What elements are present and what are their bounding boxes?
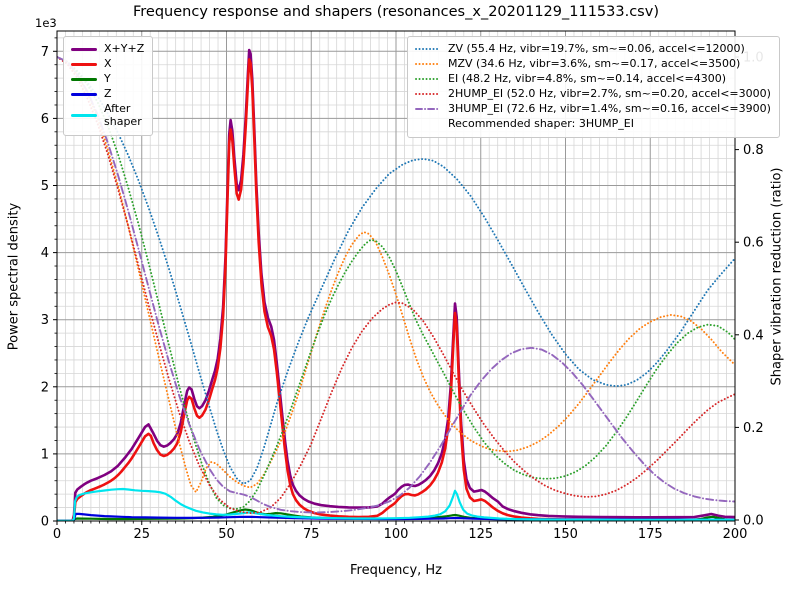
- y-axis-left-label: Power spectral density: [6, 202, 22, 351]
- svg-text:2: 2: [41, 380, 49, 395]
- legend-line-swatch: [415, 105, 441, 113]
- svg-text:5: 5: [41, 179, 49, 194]
- legend-item-psd-2: Y: [71, 71, 144, 86]
- svg-text:3: 3: [41, 313, 49, 328]
- y-axis-scale-multiplier: 1e3: [35, 16, 57, 30]
- legend-line-swatch: [415, 75, 441, 83]
- x-axis-label: Frequency, Hz: [349, 563, 443, 578]
- legend-label: 3HUMP_EI (72.6 Hz, vibr=1.4%, sm~=0.16, …: [448, 101, 771, 115]
- legend-line-swatch: [71, 47, 97, 51]
- legend-line-swatch: [71, 62, 97, 66]
- legend-line-swatch: [415, 60, 441, 68]
- legend-label: X+Y+Z: [104, 42, 145, 55]
- legend-label: ZV (55.4 Hz, vibr=19.7%, sm~=0.06, accel…: [448, 42, 745, 55]
- svg-text:0.0: 0.0: [743, 514, 764, 529]
- legend-label: After shaper: [104, 101, 142, 128]
- recommended-shaper-note: Recommended shaper: 3HUMP_EI: [415, 116, 771, 131]
- legend-line-swatch: [71, 77, 97, 81]
- legend-label: MZV (34.6 Hz, vibr=3.6%, sm~=0.17, accel…: [448, 56, 741, 70]
- svg-text:0: 0: [53, 527, 61, 542]
- legend-item-shaper-0: ZV (55.4 Hz, vibr=19.7%, sm~=0.06, accel…: [415, 42, 771, 56]
- legend-item-shaper-1: MZV (34.6 Hz, vibr=3.6%, sm~=0.17, accel…: [415, 56, 771, 71]
- svg-text:150: 150: [553, 527, 578, 542]
- legend-item-shaper-3: 2HUMP_EI (52.0 Hz, vibr=2.7%, sm~=0.20, …: [415, 86, 771, 101]
- shaper-legend: ZV (55.4 Hz, vibr=19.7%, sm~=0.06, accel…: [407, 36, 780, 138]
- legend-item-psd-4: After shaper: [71, 101, 144, 129]
- legend-item-psd-0: X+Y+Z: [71, 42, 145, 56]
- legend-line-swatch: [71, 92, 97, 96]
- legend-line-swatch: [71, 114, 97, 118]
- svg-text:1: 1: [41, 447, 49, 462]
- svg-text:0: 0: [41, 515, 49, 530]
- legend-item-shaper-2: EI (48.2 Hz, vibr=4.8%, sm~=0.14, accel<…: [415, 71, 771, 86]
- svg-text:4: 4: [41, 246, 49, 261]
- legend-label: X: [104, 56, 112, 70]
- svg-text:25: 25: [133, 527, 150, 542]
- legend-label: Y: [104, 71, 111, 85]
- legend-line-swatch: [415, 45, 441, 53]
- y-axis-right-label: Shaper vibration reduction (ratio): [769, 167, 785, 386]
- legend-label: 2HUMP_EI (52.0 Hz, vibr=2.7%, sm~=0.20, …: [448, 86, 771, 100]
- legend-label: Z: [104, 86, 112, 100]
- legend-note-label: Recommended shaper: 3HUMP_EI: [448, 116, 634, 130]
- svg-text:125: 125: [468, 527, 493, 542]
- svg-text:0.6: 0.6: [743, 236, 764, 251]
- svg-text:0.8: 0.8: [743, 143, 764, 158]
- svg-text:50: 50: [218, 527, 235, 542]
- svg-text:0.4: 0.4: [743, 328, 764, 343]
- svg-text:100: 100: [384, 527, 409, 542]
- svg-text:6: 6: [41, 112, 49, 127]
- legend-item-psd-1: X: [71, 56, 144, 71]
- legend-label: EI (48.2 Hz, vibr=4.8%, sm~=0.14, accel<…: [448, 71, 726, 85]
- chart-title: Frequency response and shapers (resonanc…: [133, 4, 659, 20]
- psd-legend: X+Y+Z X Y Z After shaper: [63, 36, 154, 136]
- svg-text:7: 7: [41, 45, 49, 60]
- svg-text:0.2: 0.2: [743, 421, 764, 436]
- legend-item-shaper-4: 3HUMP_EI (72.6 Hz, vibr=1.4%, sm~=0.16, …: [415, 101, 771, 116]
- svg-text:75: 75: [303, 527, 320, 542]
- svg-text:200: 200: [723, 527, 748, 542]
- svg-text:175: 175: [638, 527, 663, 542]
- legend-line-swatch: [415, 90, 441, 98]
- legend-item-psd-3: Z: [71, 86, 144, 101]
